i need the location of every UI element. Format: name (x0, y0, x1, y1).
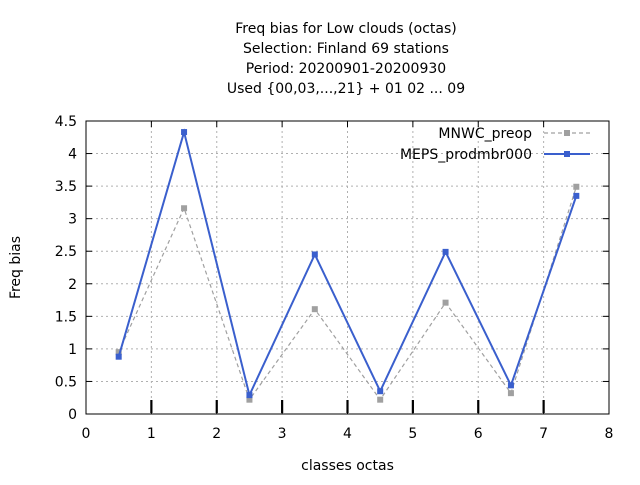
x-axis-label: classes octas (301, 458, 394, 474)
series-point-MEPS_prodmbr000 (181, 129, 188, 136)
legend-swatch-point (564, 151, 570, 157)
series-line-MEPS_prodmbr000 (117, 128, 578, 399)
y-tick-label: 4.5 (55, 114, 77, 130)
x-tick-label: 4 (343, 426, 352, 442)
series-point-MEPS_prodmbr000 (573, 192, 580, 199)
y-tick-label: 2 (68, 277, 77, 293)
legend-swatch-point (564, 130, 570, 136)
y-tick-label: 3.5 (55, 179, 77, 195)
series-point-MEPS_prodmbr000 (377, 388, 384, 395)
y-tick-label: 0.5 (55, 374, 77, 390)
y-tick-label: 1.5 (55, 309, 77, 325)
x-tick-label: 2 (212, 426, 221, 442)
y-tick-label: 0 (68, 407, 77, 423)
x-tick-label: 5 (408, 426, 417, 442)
y-tick-label: 1 (68, 342, 77, 358)
series-point-MNWC_preop (507, 390, 514, 397)
x-tick-label: 1 (147, 426, 156, 442)
series-point-MNWC_preop (311, 306, 318, 313)
y-axis-label: Freq bias (8, 236, 24, 299)
series-point-MNWC_preop (181, 205, 188, 212)
series-point-MEPS_prodmbr000 (246, 392, 253, 399)
series-point-MNWC_preop (442, 299, 449, 306)
x-tick-label: 6 (474, 426, 483, 442)
series-point-MNWC_preop (246, 396, 253, 403)
x-tick-label: 0 (82, 426, 91, 442)
series-point-MEPS_prodmbr000 (311, 251, 318, 258)
series-point-MEPS_prodmbr000 (507, 382, 514, 389)
x-tick-label: 7 (539, 426, 548, 442)
y-tick-label: 4 (68, 147, 77, 163)
title-line-4: Used {00,03,...,21} + 01 02 ... 09 (227, 81, 465, 97)
title-line-3: Period: 20200901-20200930 (246, 61, 446, 77)
series (115, 128, 580, 403)
series-point-MNWC_preop (573, 183, 580, 190)
series-point-MNWC_preop (115, 349, 122, 356)
x-tick-label: 3 (278, 426, 287, 442)
title-line-1: Freq bias for Low clouds (octas) (235, 21, 456, 37)
center-markers (150, 400, 545, 413)
chart-title: Freq bias for Low clouds (octas) Selectio… (227, 21, 465, 97)
axes: 0 1 2 3 4 5 6 7 8 0 0.5 1 1.5 2 2.5 3 3.5 4 4.5 (55, 114, 614, 442)
series-point-MEPS_prodmbr000 (442, 248, 449, 255)
legend-label: MEPS_prodmbr000 (400, 147, 532, 163)
y-tick-label: 2.5 (55, 244, 77, 260)
legend-label: MNWC_preop (438, 126, 532, 142)
series-point-MNWC_preop (377, 396, 384, 403)
series-point-MEPS_prodmbr000 (115, 353, 122, 360)
x-tick-label: 8 (605, 426, 614, 442)
series-line-MNWC_preop (118, 186, 577, 401)
grid (86, 121, 609, 414)
legend: MNWC_preop MEPS_prodmbr000 (400, 126, 590, 163)
y-tick-label: 3 (68, 212, 77, 228)
title-line-2: Selection: Finland 69 stations (243, 41, 449, 57)
